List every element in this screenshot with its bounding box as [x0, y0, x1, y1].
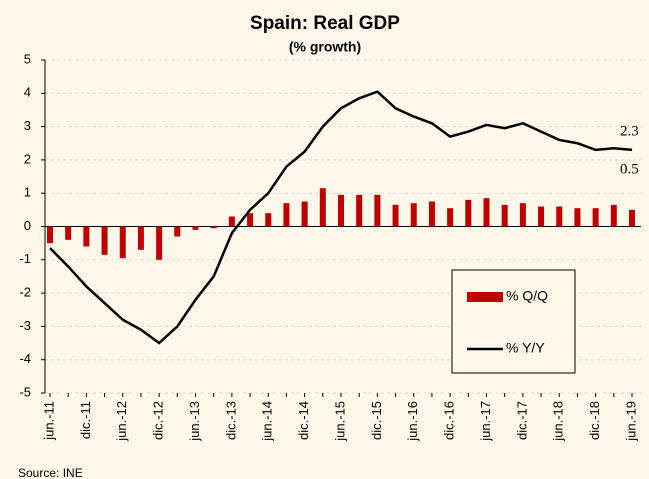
y-tick-label: -5 [19, 384, 31, 399]
bar [301, 201, 308, 227]
bar [83, 226, 90, 247]
x-tick-label: dic.-14 [296, 401, 311, 440]
bar [283, 203, 290, 227]
bar [319, 188, 326, 227]
bar [119, 226, 126, 259]
x-tick-label: jun.-11 [41, 401, 56, 441]
x-tick-label: dic.-17 [514, 401, 529, 440]
bar [465, 199, 472, 227]
bar [65, 226, 72, 240]
x-tick-label: jun.-14 [260, 401, 275, 442]
x-tick-label: dic.-12 [151, 401, 166, 440]
y-tick-label: 3 [24, 118, 31, 133]
data-label: 2.3 [620, 123, 639, 139]
bar [265, 213, 272, 227]
bar [247, 213, 254, 227]
x-tick-label: jun.-17 [478, 401, 493, 442]
bar [392, 204, 399, 227]
x-tick-label: jun.-16 [405, 401, 420, 442]
bar [428, 201, 435, 227]
bar [574, 208, 581, 227]
bar [501, 204, 508, 227]
bar [538, 206, 545, 227]
y-tick-label: 4 [24, 85, 31, 100]
data-label: 0.5 [620, 161, 639, 177]
x-tick-label: dic.-18 [587, 401, 602, 440]
x-tick-label: jun.-13 [187, 401, 202, 442]
x-tick-label: jun.-19 [623, 401, 638, 442]
y-tick-label: -2 [19, 285, 31, 300]
y-tick-label: 5 [24, 51, 31, 66]
y-tick-label: 0 [24, 218, 31, 233]
bar [447, 208, 454, 227]
x-tick-label: dic.-11 [78, 401, 93, 439]
bar [610, 204, 617, 227]
chart-subtitle: (% growth) [289, 39, 361, 55]
bar [629, 209, 635, 227]
x-tick-label: dic.-16 [442, 401, 457, 440]
y-tick-label: -1 [19, 251, 31, 266]
x-tick-label: dic.-13 [223, 401, 238, 440]
bar [210, 226, 217, 229]
bar [156, 226, 163, 260]
y-tick-label: 2 [24, 151, 31, 166]
bar [338, 194, 344, 227]
y-tick-label: -4 [19, 351, 31, 366]
bar [556, 206, 563, 227]
bar [483, 198, 490, 227]
y-tick-label: 1 [24, 185, 31, 200]
bar [356, 194, 363, 227]
x-tick-label: jun.-15 [332, 401, 347, 442]
line [49, 90, 633, 345]
bar [137, 226, 144, 250]
chart-title: Spain: Real GDP [250, 13, 400, 34]
legend-label: % Y/Y [506, 340, 545, 356]
x-tick-label: jun.-18 [551, 401, 566, 442]
y-tick-label: -3 [19, 318, 31, 333]
legend-box [451, 269, 576, 374]
x-tick-label: jun.-12 [114, 401, 129, 442]
x-tick-label: dic.-15 [369, 401, 384, 440]
bar [519, 203, 526, 227]
bar [47, 226, 53, 244]
bar [410, 203, 417, 227]
legend-label: % Q/Q [506, 288, 548, 304]
bar [101, 226, 108, 255]
bar [192, 226, 199, 230]
bar [374, 194, 381, 227]
bar [592, 208, 599, 227]
bar [174, 226, 181, 237]
legend-swatch [467, 292, 503, 302]
bar [228, 216, 235, 227]
source: Source: INE [18, 466, 83, 479]
